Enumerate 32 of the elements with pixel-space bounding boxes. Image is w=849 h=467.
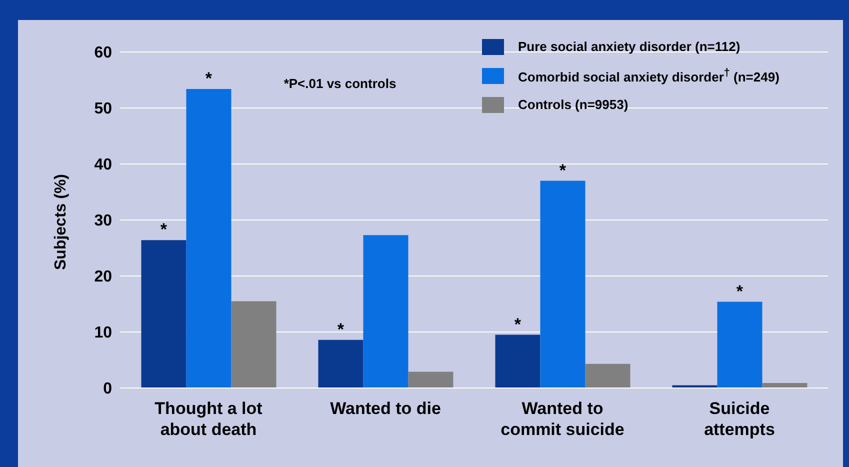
bar — [363, 235, 408, 388]
bar — [495, 334, 540, 388]
bar — [408, 372, 454, 388]
bar — [186, 88, 232, 388]
bar — [540, 180, 586, 388]
annotation: *P<.01 vs controls — [284, 76, 396, 91]
bar — [231, 301, 276, 388]
legend-label: Controls (n=9953) — [518, 97, 628, 112]
bar — [717, 302, 762, 388]
legend-label: Pure social anxiety disorder (n=112) — [518, 39, 740, 54]
data-label: * — [160, 220, 168, 240]
x-tick-label: Wanted to commit suicide — [500, 399, 624, 439]
bar — [585, 364, 630, 388]
x-tick-label: Suicide attempts — [704, 399, 775, 439]
y-tick-label: 30 — [94, 212, 112, 230]
data-label: * — [514, 314, 522, 334]
y-tick-label: 40 — [94, 156, 112, 174]
data-label: * — [736, 282, 744, 301]
y-tick-label: 10 — [94, 324, 112, 342]
data-label: * — [205, 68, 212, 88]
x-tick-label: Thought a lot about death — [154, 399, 263, 439]
x-tick-label: Wanted to die — [330, 399, 441, 418]
y-tick-label: 50 — [94, 100, 112, 118]
y-tick-label: 20 — [94, 268, 112, 286]
data-label: * — [337, 320, 344, 339]
bar — [141, 240, 186, 388]
legend-label: Comorbid social anxiety disorder$^{†}$ (n=249) — [518, 66, 780, 84]
bar — [318, 340, 364, 388]
y-tick-label: 0 — [103, 380, 112, 398]
y-tick-label: 60 — [94, 44, 112, 62]
y-axis-title: Subjects (%) — [52, 174, 70, 270]
data-label: * — [559, 160, 566, 180]
